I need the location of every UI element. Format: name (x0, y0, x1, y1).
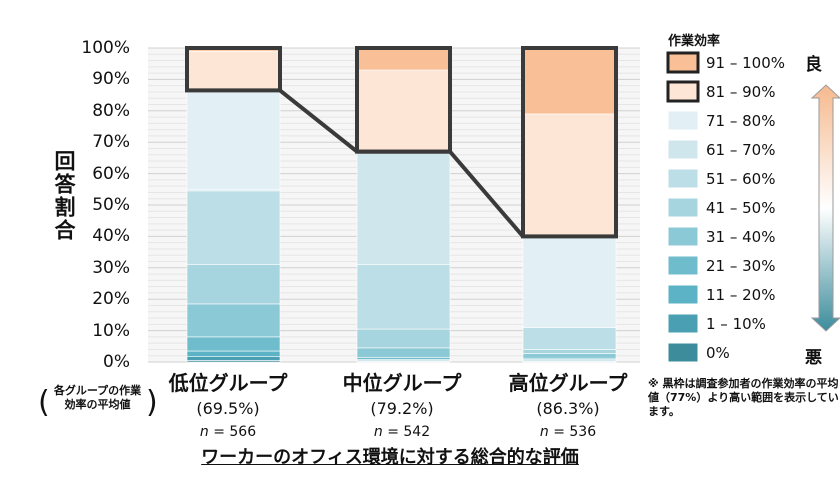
legend-label: 71 – 80% (706, 112, 776, 130)
legend-swatch (666, 80, 700, 103)
quality-arrow-icon (810, 84, 840, 332)
bar-segment (186, 350, 281, 357)
bar-segment (356, 347, 451, 358)
y-tick-label: 60% (92, 163, 130, 184)
bar-segment (356, 47, 451, 71)
bars (186, 47, 617, 363)
bar-segment (186, 50, 281, 91)
group-n-high: n = 536 (539, 424, 597, 440)
legend-swatches (666, 51, 700, 363)
legend-label: 11 – 20% (706, 286, 776, 304)
y-tick-label: 0% (103, 352, 130, 372)
bar-segment (186, 264, 281, 305)
bar-segment (186, 303, 281, 338)
legend-swatch (667, 313, 699, 334)
average-note: 各グループの作業効率の平均値 (53, 384, 142, 411)
group-average-low: (69.5%) (196, 399, 260, 418)
legend-label: 61 – 70% (706, 141, 776, 159)
bar-segment (356, 264, 451, 330)
bar-segment (522, 353, 617, 359)
bar-segment (522, 327, 617, 350)
bar-segment (356, 151, 451, 265)
legend-label: 51 – 60% (706, 170, 776, 188)
highlight-frame (355, 46, 452, 154)
bar-segment (356, 328, 451, 349)
group-n-mid: n = 542 (373, 424, 431, 440)
legend-swatch (667, 197, 699, 218)
footnote: ※ 黒枠は調査参加者の作業効率の平均値（77%）より高い範囲を表示しています。 (648, 377, 839, 418)
y-tick-label: 80% (92, 100, 130, 121)
x-axis-title: ワーカーのオフィス環境に対する総合的な評価 (201, 447, 579, 468)
legend-label: 41 – 50% (706, 199, 776, 217)
y-axis-label: 回答割合 (52, 150, 76, 242)
bar-segment (186, 336, 281, 352)
legend-swatch (667, 226, 699, 247)
highlight-frame (521, 46, 618, 239)
category-label-mid: 中位グループ (342, 371, 462, 395)
group-average-mid: (79.2%) (370, 399, 434, 418)
y-tick-label: 40% (92, 226, 130, 247)
bar-segment (522, 47, 617, 115)
y-tick-label: 90% (92, 69, 130, 90)
bar-segment (186, 190, 281, 265)
bar-segment (522, 113, 617, 237)
category-label-low: 低位グループ (168, 371, 288, 395)
legend-good-label: 良 (805, 55, 822, 75)
bar-segment (356, 356, 451, 360)
highlight-frames (185, 46, 618, 239)
legend-label: 21 – 30% (706, 257, 776, 275)
legend-swatch (666, 51, 700, 74)
y-tick-label: 50% (92, 195, 130, 215)
bar-segment (186, 90, 281, 190)
bar-segment (356, 69, 451, 152)
highlight-frame (185, 46, 282, 93)
legend-bad-label: 悪 (805, 348, 822, 368)
legend-swatch (667, 284, 699, 305)
legend-title: 作業効率 (668, 34, 721, 49)
y-tick-label: 70% (92, 132, 130, 153)
bar-segment (522, 236, 617, 328)
y-tick-label: 100% (81, 38, 130, 58)
legend-swatch (667, 255, 699, 276)
bar-segment (186, 356, 281, 361)
legend-swatch (667, 139, 699, 160)
legend-label: 1 – 10% (706, 315, 766, 333)
category-label-high: 高位グループ (508, 371, 628, 395)
legend-label: 0% (706, 344, 730, 362)
legend-label: 31 – 40% (706, 228, 776, 246)
group-average-high: (86.3%) (536, 399, 600, 418)
legend-label: 91 – 100% (706, 54, 786, 72)
group-n-low: n = 566 (199, 424, 257, 440)
bar-segment (522, 349, 617, 354)
average-note-paren-close: ) (146, 385, 158, 420)
y-tick-label: 20% (92, 289, 130, 310)
legend-swatch (667, 342, 699, 363)
legend-swatch (667, 110, 699, 131)
legend-label: 81 – 90% (706, 83, 776, 101)
y-tick-label: 30% (92, 257, 130, 278)
y-tick-label: 10% (92, 320, 130, 341)
legend-swatch (667, 168, 699, 189)
average-note-paren-open: ( (38, 385, 50, 420)
